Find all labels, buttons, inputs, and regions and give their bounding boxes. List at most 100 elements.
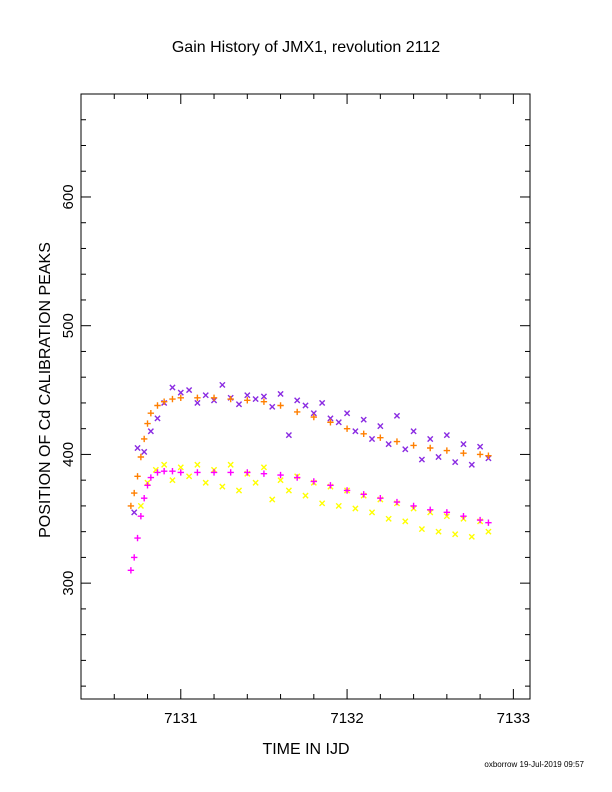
data-point <box>294 397 301 404</box>
data-point <box>343 487 351 494</box>
data-point <box>260 393 268 400</box>
y-tick-label: 400 <box>60 442 77 467</box>
data-point <box>485 519 492 526</box>
data-point <box>485 528 492 535</box>
data-point <box>219 381 226 389</box>
data-point <box>468 533 475 540</box>
data-point <box>460 513 467 520</box>
data-point <box>169 395 176 403</box>
data-point <box>227 469 234 476</box>
data-point <box>360 430 367 438</box>
data-point <box>202 479 209 486</box>
data-point <box>127 567 135 574</box>
data-point <box>452 459 459 466</box>
data-point <box>260 470 268 477</box>
data-point <box>137 513 145 520</box>
data-point <box>285 432 292 439</box>
data-point <box>244 397 251 404</box>
data-point <box>476 451 484 458</box>
data-point <box>210 469 218 476</box>
data-point <box>169 467 176 475</box>
data-point <box>368 509 376 516</box>
data-point <box>460 441 467 448</box>
data-point <box>269 496 276 503</box>
data-point <box>293 474 301 481</box>
x-axis-label: TIME IN IJD <box>262 741 349 758</box>
data-point <box>177 394 184 401</box>
data-point <box>327 415 334 422</box>
data-point <box>435 528 442 535</box>
data-point <box>147 474 155 481</box>
data-marks <box>127 381 492 574</box>
data-point <box>134 444 141 452</box>
data-point <box>227 461 234 468</box>
data-point <box>219 483 226 490</box>
data-point <box>285 487 292 494</box>
data-point <box>385 515 392 522</box>
data-point <box>144 482 151 489</box>
data-point <box>443 447 451 454</box>
data-point <box>194 461 201 468</box>
data-point <box>393 498 401 506</box>
data-point <box>293 408 301 416</box>
footer-credit: oxborrow 19-Jul-2019 09:57 <box>484 760 584 769</box>
data-point <box>319 399 326 407</box>
data-point <box>310 478 318 485</box>
data-point <box>452 531 459 538</box>
data-point <box>210 394 218 401</box>
data-point <box>160 467 168 475</box>
data-point <box>154 415 161 422</box>
data-point <box>377 423 384 430</box>
data-point <box>343 410 351 417</box>
data-point <box>260 464 268 471</box>
data-point <box>310 410 317 417</box>
data-point <box>134 473 141 480</box>
data-point <box>147 428 154 435</box>
data-point <box>252 479 259 486</box>
y-tick-label: 300 <box>60 571 77 596</box>
data-point <box>343 425 351 432</box>
data-point <box>134 534 141 542</box>
axis-ticks <box>80 93 530 699</box>
data-point <box>368 435 376 443</box>
data-point <box>127 502 135 510</box>
data-point <box>185 473 193 480</box>
data-point <box>443 513 450 520</box>
data-point <box>154 402 161 409</box>
x-tick-label: 7131 <box>164 710 197 727</box>
data-point <box>393 438 401 445</box>
data-point <box>244 392 251 399</box>
data-point <box>277 471 284 479</box>
data-point <box>235 487 243 494</box>
y-tick-label: 600 <box>60 184 77 209</box>
data-point <box>269 403 276 410</box>
data-point <box>131 489 138 497</box>
data-point <box>360 491 367 498</box>
data-point <box>393 412 401 419</box>
data-point <box>402 518 409 525</box>
data-point <box>410 428 417 435</box>
data-point <box>161 461 168 468</box>
series-0 <box>131 381 492 516</box>
data-point <box>319 500 326 507</box>
data-point <box>235 401 243 408</box>
data-point <box>418 525 426 533</box>
data-point <box>277 390 284 398</box>
data-point <box>140 435 148 443</box>
plot-frame <box>80 93 531 700</box>
data-point <box>335 502 342 510</box>
data-point <box>277 477 284 484</box>
data-point <box>227 395 234 403</box>
chart-title: Gain History of JMX1, revolution 2112 <box>172 39 440 56</box>
data-point <box>410 502 417 510</box>
data-point <box>435 453 442 461</box>
data-point <box>335 419 342 426</box>
data-point <box>477 443 484 450</box>
data-point <box>154 469 161 476</box>
data-point <box>327 482 334 489</box>
data-point <box>302 402 309 409</box>
data-point <box>360 416 367 423</box>
data-point <box>352 428 359 435</box>
data-point <box>194 394 201 401</box>
